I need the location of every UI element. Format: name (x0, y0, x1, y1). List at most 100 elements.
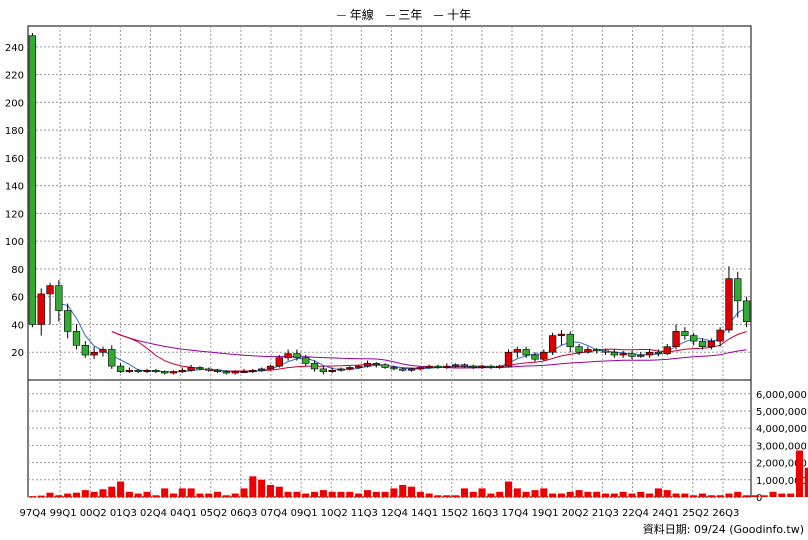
legend-label: 年線 (349, 8, 374, 22)
volume-bar (346, 491, 354, 497)
candle-body (284, 353, 292, 359)
volume-bar (751, 495, 759, 497)
x-tick-label: 07Q4 (261, 508, 288, 519)
volume-bar (178, 488, 186, 497)
candle-body (337, 368, 345, 371)
x-tick-label: 24Q1 (652, 508, 679, 519)
y-tick-label: 200 (5, 98, 24, 109)
candle-body (275, 357, 283, 367)
x-tick-label: 20Q2 (562, 508, 589, 519)
candle-body (249, 369, 257, 372)
candle-body (354, 365, 363, 368)
candle-body (725, 278, 733, 331)
volume-bar (355, 493, 363, 497)
volume-bar (161, 488, 169, 497)
x-tick-label: 01Q3 (110, 508, 137, 519)
candle-body (504, 351, 513, 367)
candle-body (399, 368, 407, 371)
candle-body (734, 278, 742, 302)
volume-bar (240, 488, 248, 497)
volume-bar (513, 488, 521, 497)
candle-body (407, 368, 416, 371)
volume-bar (302, 493, 310, 497)
y-tick-label: 80 (11, 265, 24, 276)
candle-body (381, 364, 389, 368)
candle-body (152, 369, 160, 372)
candle-body (628, 353, 636, 357)
candle-body (451, 364, 460, 367)
volume-bar (196, 493, 204, 497)
candle-body (496, 365, 504, 368)
volume-tick-label: 4,000,000 (756, 424, 807, 435)
volume-bar (258, 479, 266, 497)
candle-body (99, 349, 107, 353)
volume-bar (72, 492, 81, 497)
volume-bar (628, 493, 636, 497)
volume-bar (681, 493, 689, 497)
volume-bar (672, 493, 680, 497)
candle-body (346, 367, 354, 370)
x-tick-label: 16Q3 (471, 508, 498, 519)
volume-bar (284, 491, 292, 497)
volume-bar (734, 491, 742, 497)
candle-body (46, 285, 54, 295)
volume-bar (169, 493, 178, 497)
x-tick-label: 21Q3 (592, 508, 619, 519)
legend-item-three-year: 三年 (385, 8, 427, 22)
volume-bar (381, 491, 389, 497)
volume-bar (690, 495, 698, 497)
candle-body (205, 368, 213, 371)
volume-bar (90, 491, 98, 497)
candle-body (125, 369, 134, 372)
volume-bar (275, 486, 283, 497)
volume-bar (557, 493, 565, 497)
volume-bar (99, 489, 107, 497)
volume-bar (743, 495, 751, 497)
candle-body (434, 365, 442, 368)
legend-swatch-red (385, 15, 395, 16)
volume-bar (187, 488, 195, 497)
candle-body (443, 365, 451, 368)
volume-bar (566, 491, 574, 497)
candle-body (690, 335, 698, 342)
candle-body (610, 351, 618, 356)
x-tick-label: 25Q2 (682, 508, 709, 519)
y-tick-label: 160 (5, 154, 24, 165)
y-tick-label: 240 (5, 43, 24, 54)
volume-bar (478, 488, 486, 497)
volume-bar (540, 488, 548, 497)
volume-bar (804, 467, 808, 497)
candle-body (81, 344, 89, 356)
volume-bar (416, 491, 424, 497)
x-tick-label: 12Q4 (381, 508, 408, 519)
y-tick-label: 100 (5, 237, 24, 248)
candle-body (416, 367, 425, 370)
x-tick-label: 04Q1 (170, 508, 197, 519)
candle-body (698, 340, 707, 347)
volume-bar (452, 495, 460, 497)
x-tick-label: 10Q2 (321, 508, 348, 519)
y-tick-label: 220 (5, 71, 24, 82)
candle-body (169, 371, 178, 374)
volume-bar (134, 493, 142, 497)
legend-swatch-blue (336, 15, 346, 16)
legend-item-year-line: 年線 (336, 8, 378, 22)
volume-bar (496, 491, 504, 497)
volume-bar (778, 493, 786, 497)
candle-body (478, 365, 486, 368)
volume-bar (363, 490, 371, 497)
candle-body (222, 371, 231, 374)
volume-bar (505, 481, 513, 497)
volume-tick-label: 6,000,000 (756, 390, 807, 401)
volume-bar (787, 493, 795, 497)
volume-bar (328, 491, 336, 497)
x-tick-label: 19Q1 (532, 508, 559, 519)
volume-bar (522, 491, 530, 497)
volume-bar (408, 486, 416, 497)
candle-body (108, 349, 116, 367)
candle-body (672, 331, 680, 347)
volume-bar (293, 491, 301, 497)
candle-body (707, 340, 715, 347)
volume-bar (64, 493, 72, 497)
candle-body (654, 351, 663, 354)
